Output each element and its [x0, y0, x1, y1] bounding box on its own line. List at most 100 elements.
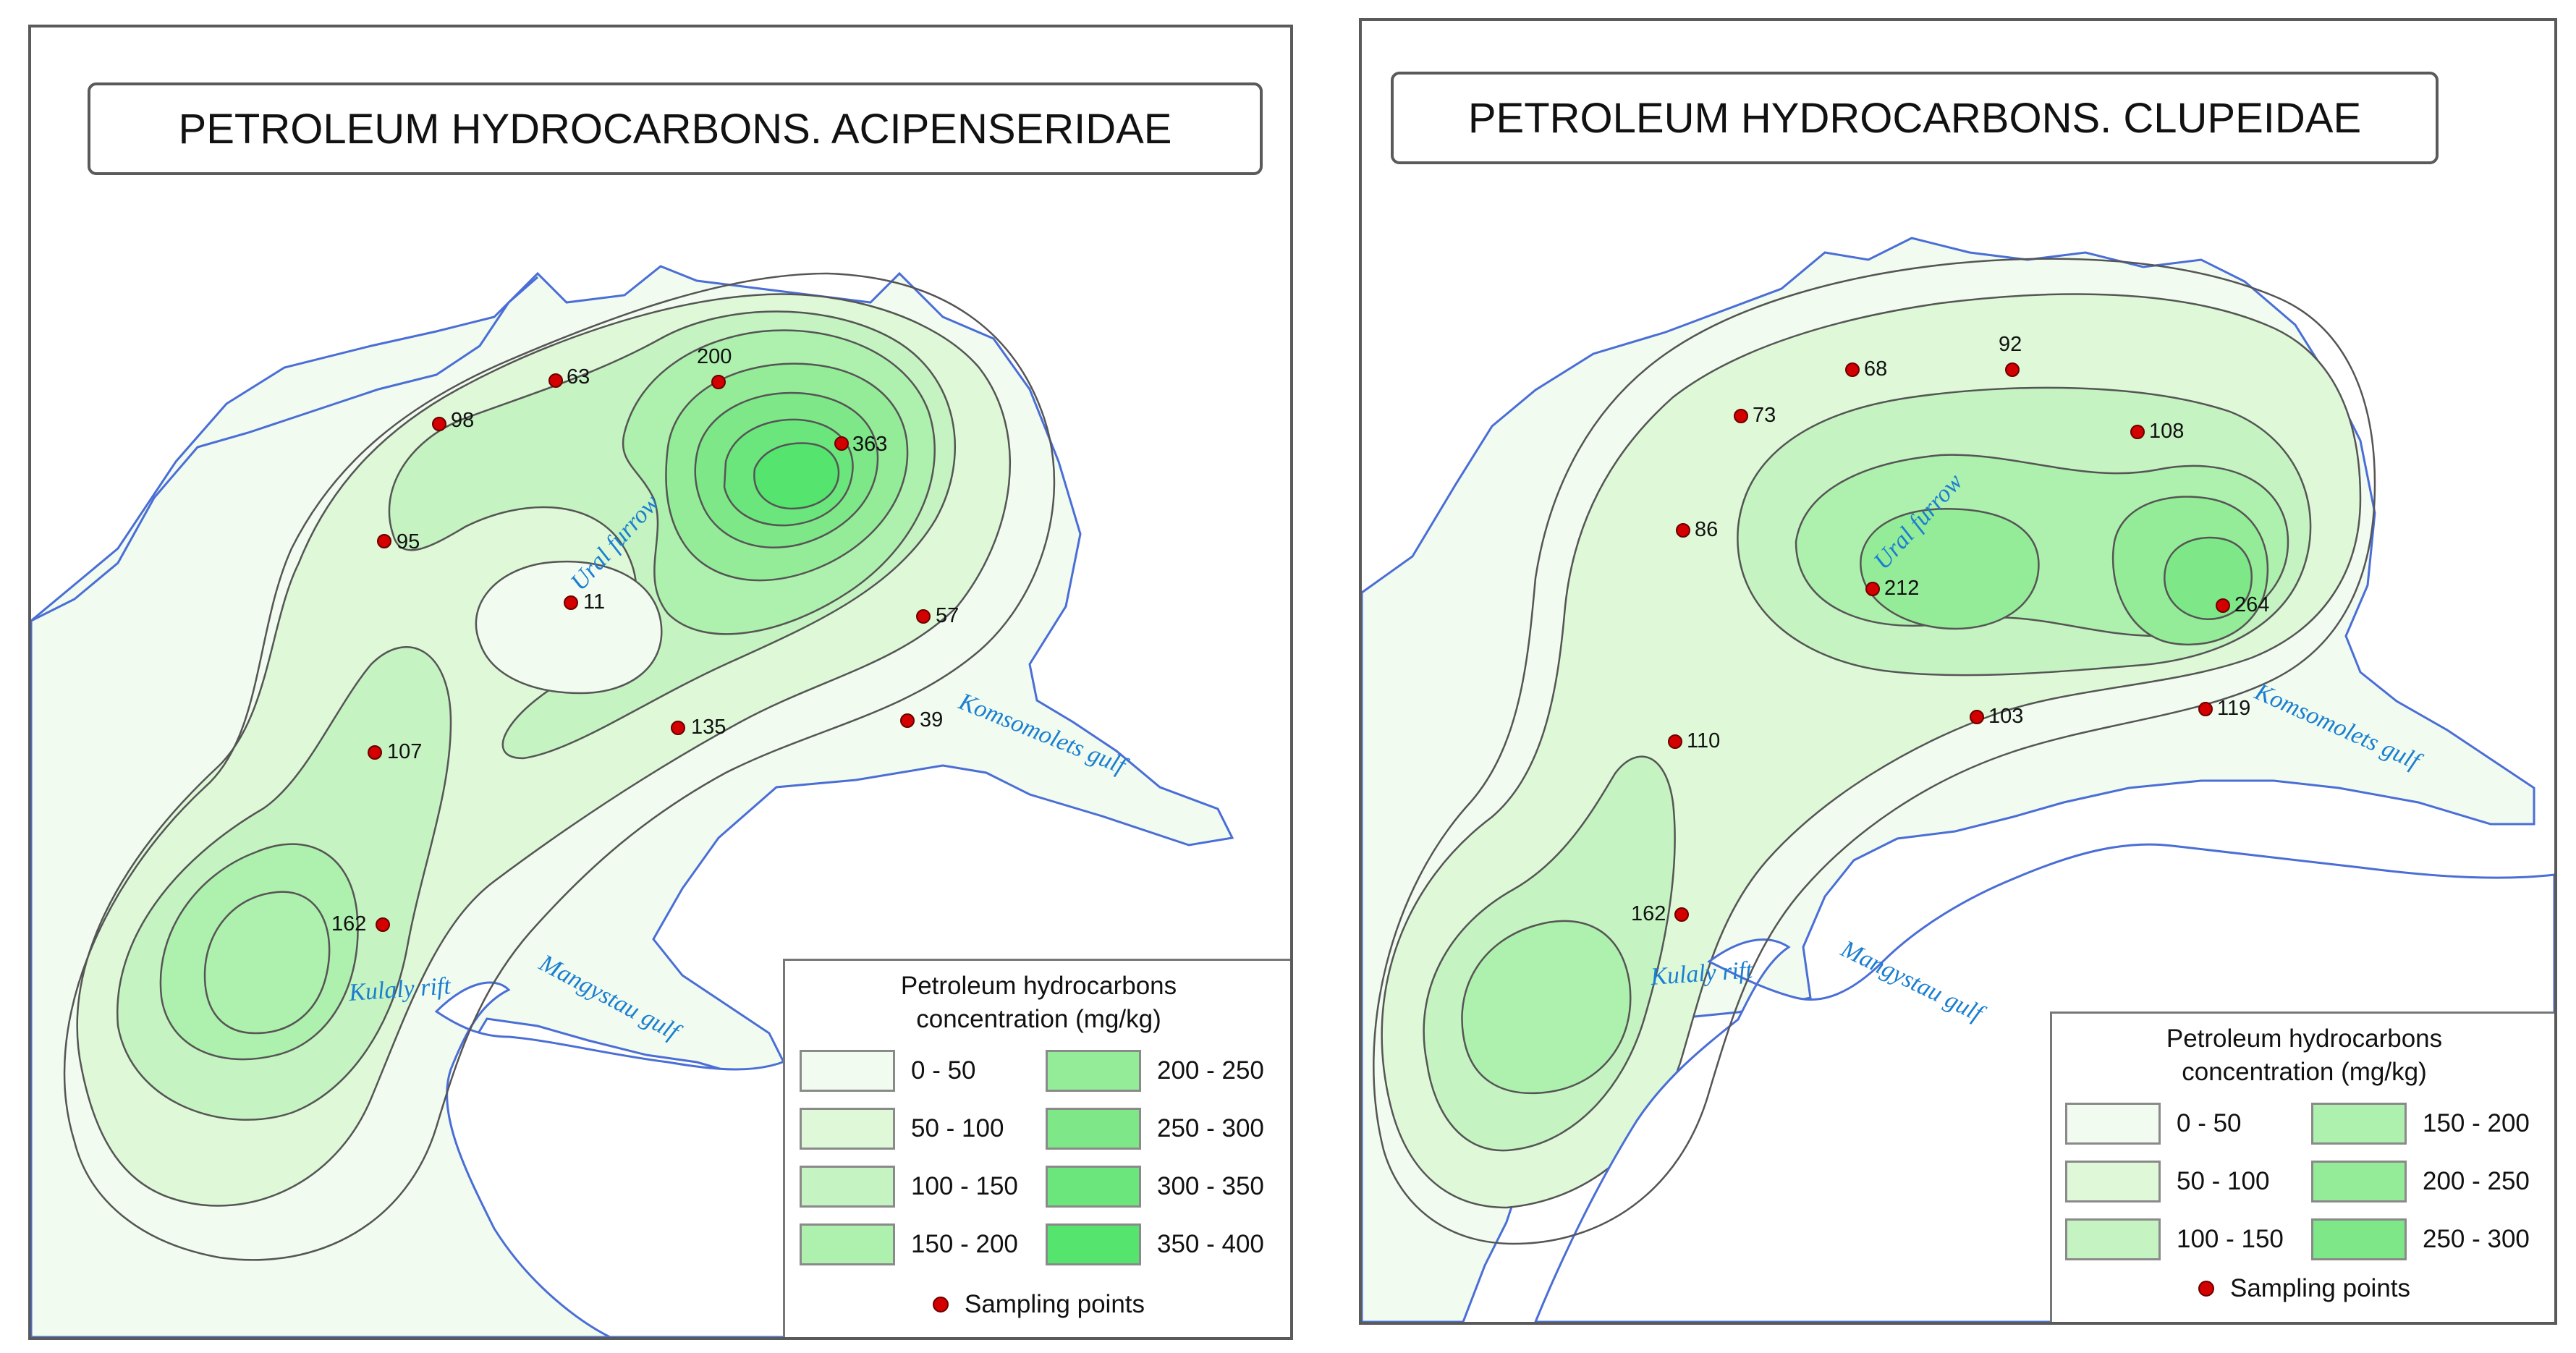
- legend-swatch: [800, 1223, 895, 1265]
- legend-classes: 0 - 50 50 - 100 100 - 150 150 - 200 200 …: [2065, 1095, 2543, 1268]
- legend-item: 200 - 250: [1046, 1042, 1277, 1100]
- sampling-point-icon: [932, 1297, 949, 1312]
- point-label: 98: [451, 409, 474, 432]
- sampling-point[interactable]: [900, 713, 915, 728]
- coastline-north: [31, 276, 538, 622]
- sampling-point[interactable]: [2198, 702, 2213, 716]
- legend-sampling-points: Sampling points: [785, 1290, 1290, 1319]
- map-title-text: PETROLEUM HYDROCARBONS. ACIPENSERIDAE: [178, 105, 1172, 153]
- point-label: 212: [1884, 577, 1919, 600]
- legend-label: 200 - 250: [1157, 1056, 1264, 1085]
- sampling-point[interactable]: [2130, 425, 2145, 439]
- point-label: 103: [1988, 705, 2023, 728]
- sampling-point[interactable]: [2005, 362, 2020, 377]
- zone-150-200-core: [203, 891, 331, 1035]
- legend-sampling-label: Sampling points: [964, 1290, 1145, 1318]
- legend-swatch: [800, 1050, 895, 1092]
- map-title-text: PETROLEUM HYDROCARBONS. CLUPEIDAE: [1467, 94, 2362, 142]
- sampling-point[interactable]: [548, 373, 563, 388]
- point-label: 39: [920, 708, 943, 731]
- zone-350-400: [753, 442, 840, 510]
- legend-label: 250 - 300: [1157, 1114, 1264, 1142]
- point-label: 86: [1695, 518, 1718, 541]
- sampling-point[interactable]: [368, 745, 382, 760]
- legend-swatch: [2311, 1161, 2407, 1203]
- point-label: 264: [2234, 593, 2269, 616]
- map-panel-clupeidae: 68 92 73 108 86 212 264 110 103 119 162 …: [1359, 18, 2557, 1325]
- legend-title: Petroleum hydrocarbons concentration (mg…: [2052, 1022, 2554, 1089]
- legend-swatch: [2065, 1218, 2161, 1260]
- sampling-point[interactable]: [1865, 582, 1880, 596]
- point-label: 135: [691, 716, 726, 739]
- legend-item: 50 - 100: [800, 1100, 1031, 1158]
- point-label: 363: [852, 433, 887, 456]
- sampling-points: 63 200 98 363 95 11 57 135 39 107 162: [331, 345, 959, 936]
- sampling-point[interactable]: [1845, 362, 1860, 377]
- sampling-point[interactable]: [376, 917, 390, 932]
- point-label: 162: [331, 912, 366, 936]
- sampling-point[interactable]: [564, 595, 578, 610]
- map-canvas-clupeidae: 68 92 73 108 86 212 264 110 103 119 162 …: [1362, 237, 2554, 1322]
- legend-label: 200 - 250: [2423, 1167, 2530, 1195]
- legend-swatch: [1046, 1223, 1141, 1265]
- point-label: 11: [583, 590, 605, 614]
- legend-item: 0 - 50: [2065, 1095, 2297, 1153]
- point-label: 119: [2217, 697, 2250, 720]
- point-label: 162: [1631, 902, 1666, 925]
- sampling-point[interactable]: [1668, 734, 1682, 749]
- isoline: [63, 272, 1056, 1261]
- sampling-point[interactable]: [432, 417, 446, 431]
- sampling-point[interactable]: [1970, 710, 1984, 724]
- sampling-point[interactable]: [377, 534, 391, 548]
- legend-title-line: concentration (mg/kg): [916, 1005, 1161, 1033]
- legend-label: 0 - 50: [911, 1056, 976, 1085]
- legend-label: 250 - 300: [2423, 1225, 2530, 1253]
- legend-item: 100 - 150: [2065, 1210, 2297, 1268]
- legend-swatch: [2311, 1103, 2407, 1145]
- sampling-point[interactable]: [671, 721, 685, 735]
- legend-swatch: [2311, 1218, 2407, 1260]
- point-label: 110: [1687, 729, 1720, 752]
- sampling-point[interactable]: [711, 375, 726, 389]
- map-canvas-acipenseridae: 63 200 98 363 95 11 57 135 39 107 162 Ur…: [31, 265, 1290, 1337]
- legend-title-line: Petroleum hydrocarbons: [900, 972, 1177, 1000]
- sampling-points: 68 92 73 108 86 212 264 110 103 119 162: [1631, 333, 2269, 925]
- legend-item: 100 - 150: [800, 1158, 1031, 1216]
- sampling-point[interactable]: [1676, 523, 1690, 538]
- legend-title: Petroleum hydrocarbons concentration (mg…: [785, 970, 1290, 1036]
- legend-title-line: concentration (mg/kg): [2182, 1058, 2427, 1086]
- legend-item: 150 - 200: [2311, 1095, 2543, 1153]
- legend-item: 350 - 400: [1046, 1216, 1277, 1273]
- legend-swatch: [2065, 1103, 2161, 1145]
- sampling-point[interactable]: [1674, 907, 1689, 922]
- legend-swatch: [800, 1108, 895, 1150]
- sampling-point[interactable]: [916, 609, 931, 624]
- legend-item: 200 - 250: [2311, 1153, 2543, 1210]
- legend: Petroleum hydrocarbons concentration (mg…: [2050, 1011, 2554, 1322]
- legend-item: 150 - 200: [800, 1216, 1031, 1273]
- point-label: 108: [2149, 420, 2184, 443]
- legend-label: 0 - 50: [2177, 1109, 2242, 1137]
- point-label: 200: [697, 345, 732, 368]
- point-label: 95: [397, 530, 420, 554]
- point-label: 57: [936, 604, 959, 627]
- legend-item: 300 - 350: [1046, 1158, 1277, 1216]
- sampling-point[interactable]: [1734, 409, 1748, 423]
- map-title: PETROLEUM HYDROCARBONS. ACIPENSERIDAE: [88, 82, 1263, 175]
- legend-swatch: [1046, 1050, 1141, 1092]
- isoline: [1373, 258, 2376, 1245]
- sampling-point[interactable]: [2216, 598, 2230, 613]
- legend-item: 50 - 100: [2065, 1153, 2297, 1210]
- legend-swatch: [800, 1166, 895, 1208]
- point-label: 68: [1864, 357, 1887, 381]
- zone-200-250-west: [1860, 508, 2040, 630]
- point-label: 92: [1999, 333, 2022, 356]
- legend-label: 50 - 100: [911, 1114, 1004, 1142]
- legend-swatch: [2065, 1161, 2161, 1203]
- sampling-point[interactable]: [834, 436, 849, 451]
- legend-swatch: [1046, 1108, 1141, 1150]
- legend-label: 50 - 100: [2177, 1167, 2270, 1195]
- point-label: 107: [387, 740, 422, 763]
- zone-0-50-island: [475, 560, 663, 695]
- legend-title-line: Petroleum hydrocarbons: [2166, 1025, 2443, 1053]
